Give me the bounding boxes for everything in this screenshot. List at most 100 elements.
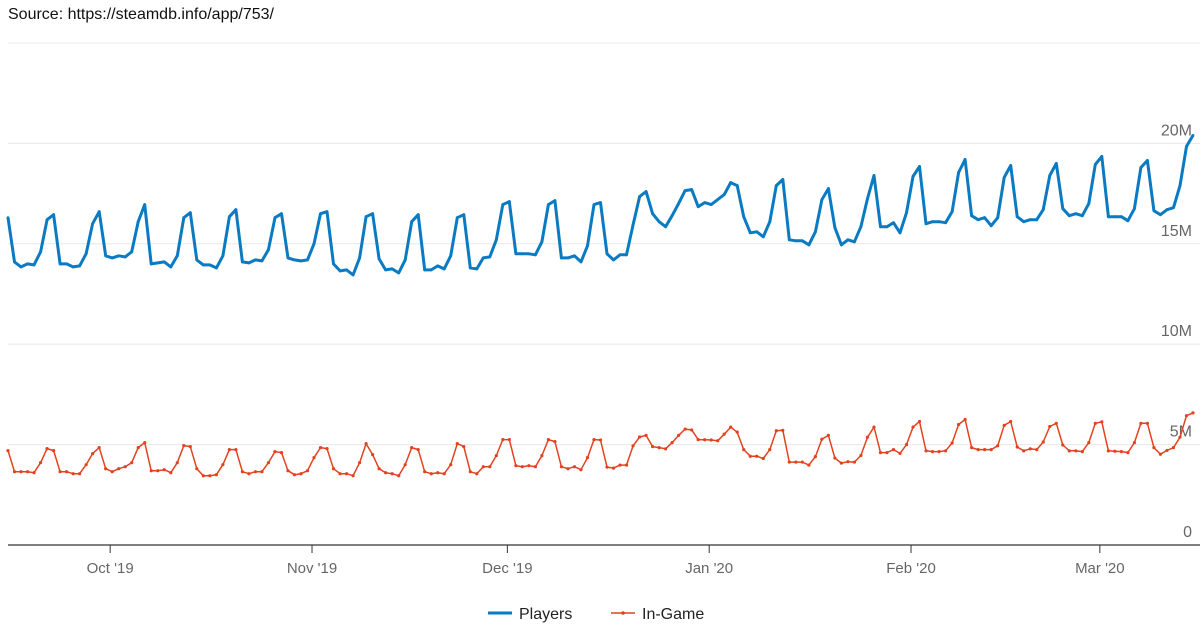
data-point: [416, 448, 420, 452]
data-point: [729, 425, 733, 429]
data-point: [462, 213, 466, 217]
data-point: [709, 438, 713, 442]
data-point: [254, 258, 257, 262]
data-point: [807, 243, 811, 247]
data-point: [722, 432, 726, 436]
data-point: [1015, 445, 1019, 449]
legend-item-players[interactable]: Players: [488, 606, 572, 623]
data-point: [527, 464, 531, 468]
data-point: [488, 465, 492, 469]
data-point: [1152, 209, 1156, 213]
data-point: [156, 469, 160, 473]
data-point: [507, 437, 511, 442]
data-point: [481, 256, 485, 260]
data-point: [475, 472, 479, 476]
data-point: [182, 216, 186, 220]
source-caption[interactable]: Source: https://steamdb.info/app/753/: [8, 6, 274, 23]
data-point: [957, 171, 961, 174]
y-tick-label: 0: [1183, 524, 1192, 541]
data-point: [514, 252, 518, 256]
data-point: [1028, 447, 1032, 451]
data-point: [442, 267, 446, 271]
data-point: [781, 428, 785, 432]
data-point: [735, 184, 739, 187]
data-point: [1165, 448, 1169, 453]
data-point: [318, 446, 323, 450]
data-point: [1061, 207, 1065, 211]
data-point: [664, 447, 668, 451]
data-point: [989, 224, 993, 228]
data-point: [553, 439, 557, 444]
data-point: [195, 467, 199, 471]
data-point: [1106, 449, 1110, 453]
data-point: [1126, 219, 1130, 223]
data-point: [182, 444, 186, 448]
data-point: [1100, 155, 1104, 158]
data-point: [943, 449, 948, 453]
data-point: [1009, 419, 1013, 424]
data-point: [143, 440, 147, 445]
data-point: [423, 470, 427, 474]
data-point: [312, 456, 316, 460]
data-point: [1035, 448, 1039, 452]
data-point: [1132, 440, 1137, 445]
data-point: [201, 474, 205, 478]
data-point: [650, 445, 655, 449]
data-point: [963, 417, 967, 422]
data-point: [45, 447, 49, 451]
data-point: [253, 470, 258, 474]
data-point: [13, 260, 16, 264]
y-tick-label: 15M: [1161, 223, 1192, 240]
y-tick-label: 20M: [1161, 122, 1192, 139]
data-point: [598, 438, 603, 442]
data-point: [820, 437, 824, 441]
data-point: [1184, 414, 1189, 418]
data-point: [930, 450, 935, 454]
data-point: [377, 257, 381, 261]
series-line: [6, 134, 1195, 277]
data-point: [1158, 452, 1163, 456]
data-point: [214, 473, 218, 477]
data-point: [690, 428, 694, 432]
data-point: [931, 220, 934, 224]
data-point: [338, 269, 342, 273]
data-point: [162, 260, 166, 264]
data-point: [970, 446, 974, 450]
data-point: [501, 437, 505, 442]
data-point: [19, 470, 23, 474]
data-point: [924, 449, 928, 453]
data-point: [605, 465, 609, 469]
x-tick-label: Jan '20: [685, 560, 733, 577]
data-point: [911, 425, 915, 429]
data-point: [403, 463, 407, 467]
data-point: [1126, 451, 1130, 455]
data-point: [670, 214, 674, 218]
data-point: [657, 220, 661, 224]
data-point: [885, 451, 889, 455]
data-point: [169, 265, 173, 269]
data-point: [364, 215, 368, 219]
data-point: [143, 203, 147, 207]
data-point: [833, 226, 837, 230]
data-point: [1009, 164, 1013, 167]
legend[interactable]: Players In-Game: [488, 606, 704, 623]
data-point: [625, 253, 628, 257]
data-point: [1106, 215, 1110, 219]
data-point: [1146, 159, 1149, 162]
data-point: [390, 267, 394, 271]
data-point: [976, 448, 980, 452]
data-point: [761, 456, 765, 461]
data-point: [631, 223, 635, 227]
data-point: [553, 199, 557, 203]
data-point: [826, 433, 830, 437]
data-point: [260, 259, 264, 263]
data-point: [1074, 212, 1078, 216]
data-point: [1087, 440, 1091, 445]
data-point: [605, 252, 609, 256]
legend-item-in-game[interactable]: In-Game: [611, 606, 704, 623]
data-point: [117, 467, 121, 471]
data-point: [1100, 420, 1104, 424]
data-point: [820, 198, 824, 202]
data-point: [293, 258, 296, 262]
x-tick-label: Nov '19: [287, 560, 337, 577]
